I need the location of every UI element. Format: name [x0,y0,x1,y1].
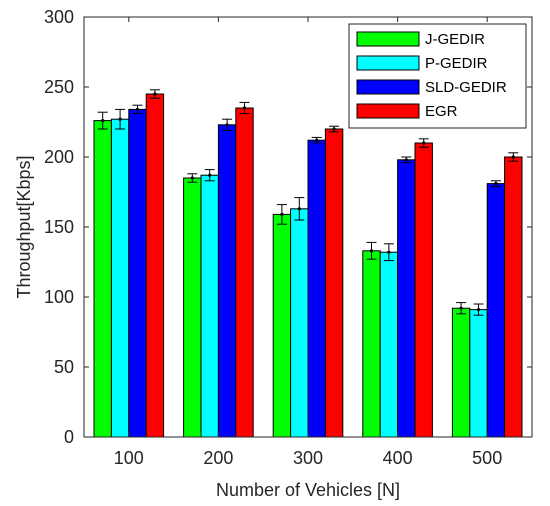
error-bar-egr-500 [508,152,519,162]
error-bar-p-gedir-400 [383,243,394,262]
bar-p-gedir-300 [290,208,309,438]
y-tick-label: 150 [44,217,74,237]
legend: J-GEDIR P-GEDIR SLD-GEDIR EGR [348,23,527,129]
legend-item-j-gedir: J-GEDIR [356,31,485,48]
error-bar-sld-gedir-500 [490,180,501,187]
x-tick-label: 200 [203,448,233,468]
bar-j-gedir-200 [183,177,202,438]
bar-j-gedir-500 [451,307,471,438]
bar-p-gedir-200 [200,174,219,438]
error-bar-sld-gedir-400 [401,156,412,164]
bar-j-gedir-100 [93,120,112,438]
bar-egr-300 [324,128,344,438]
bar-p-gedir-100 [110,118,130,438]
error-bar-p-gedir-100 [115,108,126,130]
y-axis-title: Throughput[Kbps] [14,155,34,298]
bar-egr-400 [414,142,433,438]
error-bar-egr-100 [149,89,160,99]
error-bar-sld-gedir-200 [222,118,233,131]
bar-sld-gedir-300 [307,139,326,438]
bars-group [93,93,523,438]
x-tick-label: 400 [383,448,413,468]
legend-label: P-GEDIR [425,55,488,72]
error-bar-egr-300 [329,125,340,133]
y-axis-ticks: 0 50 100 150 200 250 300 [44,7,532,447]
bar-p-gedir-500 [469,309,488,438]
error-bar-j-gedir-300 [276,204,287,225]
error-bar-p-gedir-300 [294,197,305,221]
bar-j-gedir-400 [362,250,381,438]
bar-sld-gedir-400 [397,159,416,438]
error-bar-sld-gedir-300 [311,136,322,144]
bar-sld-gedir-200 [217,124,237,438]
y-tick-label: 0 [64,427,74,447]
bar-j-gedir-300 [272,213,292,438]
error-bar-p-gedir-200 [204,169,215,182]
error-bar-j-gedir-500 [456,302,467,315]
bar-p-gedir-400 [379,251,399,438]
error-bar-j-gedir-400 [366,241,377,260]
error-bars-group [97,89,519,316]
legend-swatch [356,55,420,71]
y-tick-label: 200 [44,147,74,167]
error-bar-j-gedir-100 [97,111,108,130]
y-tick-label: 50 [54,357,74,377]
x-axis-ticks: 100 200 300 400 500 [114,17,502,468]
x-tick-label: 300 [293,448,323,468]
legend-label: EGR [425,103,458,120]
error-bar-egr-200 [239,101,250,115]
legend-item-egr: EGR [356,103,458,120]
legend-label: SLD-GEDIR [425,79,507,96]
legend-swatch [356,103,420,119]
error-bar-p-gedir-500 [473,303,484,316]
legend-swatch [356,79,420,95]
bar-sld-gedir-500 [486,183,506,438]
y-tick-label: 100 [44,287,74,307]
error-bar-egr-400 [418,138,429,148]
x-tick-label: 100 [114,448,144,468]
bar-egr-500 [504,156,523,438]
legend-item-p-gedir: P-GEDIR [356,55,488,72]
bar-sld-gedir-100 [128,108,147,438]
error-bar-j-gedir-200 [187,173,198,183]
x-axis-title: Number of Vehicles [N] [216,480,400,500]
bar-egr-200 [235,107,254,438]
legend-item-sld-gedir: SLD-GEDIR [356,79,507,96]
legend-label: J-GEDIR [425,31,485,48]
x-tick-label: 500 [472,448,502,468]
legend-swatch [356,31,420,47]
bar-egr-100 [145,93,165,438]
y-tick-label: 300 [44,7,74,27]
error-bar-sld-gedir-100 [132,104,143,115]
y-tick-label: 250 [44,77,74,97]
